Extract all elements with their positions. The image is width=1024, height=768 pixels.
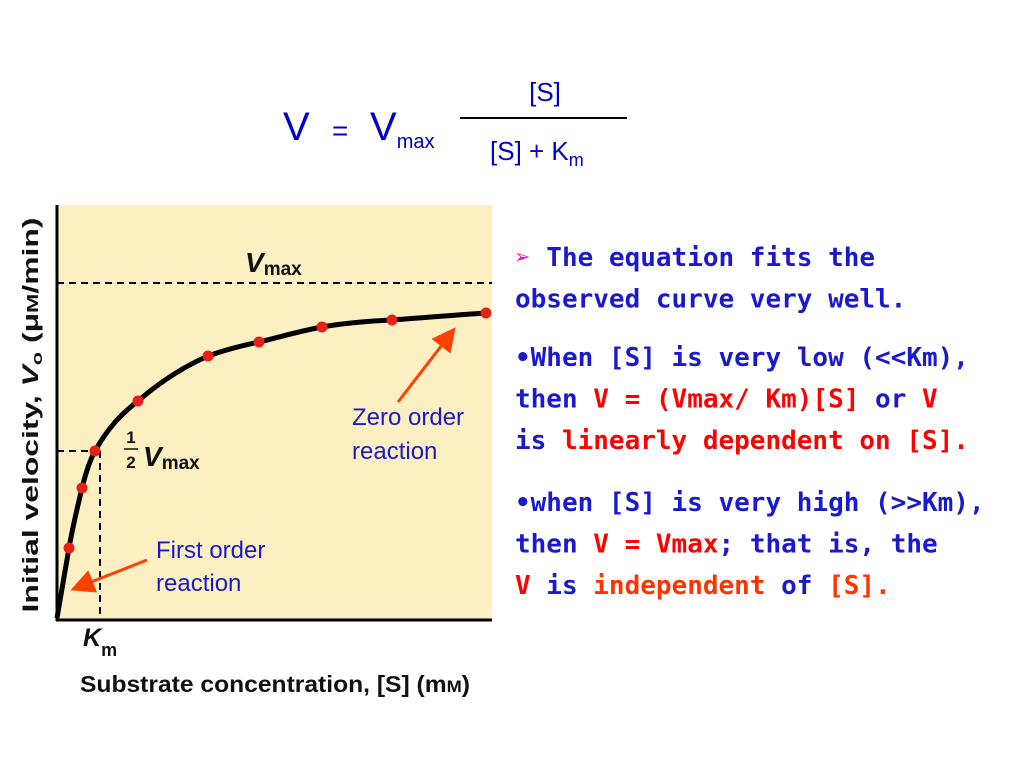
text-segment: V [515, 571, 531, 601]
arrow [70, 558, 148, 593]
y-label-part: (μ [18, 313, 43, 352]
point [316, 321, 328, 333]
text-segment: ; that is, the [719, 530, 938, 560]
text-segment: then [515, 385, 593, 415]
arrow [396, 327, 456, 403]
eq-denominator: [S] + Km [490, 136, 584, 170]
y-label-part: M [25, 294, 42, 313]
half-vmax-base: V [143, 441, 164, 472]
text-segment: independent [593, 571, 765, 601]
bullet-line: •when [S] is very high (>>Km), [515, 488, 985, 518]
half-den: 2 [126, 453, 135, 472]
eq-denominator-sub: m [569, 150, 584, 170]
y-label-part: V [18, 362, 43, 387]
eq-equals: = [332, 115, 348, 146]
x-label-part: Substrate concentration, [S] (m [80, 671, 447, 697]
text-segment: [S]. [828, 571, 891, 601]
text-segment: V [922, 385, 938, 415]
text-segment: •when [S] is very high (>>Km), [515, 488, 985, 518]
curve [54, 310, 487, 619]
eq-lhs: V [283, 105, 310, 149]
y-label-part: /min) [18, 218, 43, 294]
half-vmax-label: Vmax [143, 441, 200, 474]
point [386, 314, 398, 326]
bullet-line: is linearly dependent on [S]. [515, 426, 969, 456]
y-axis-label: Initial velocity, Vo (μM/min) [18, 218, 46, 613]
vmax-base: V [245, 247, 266, 278]
km-sub: m [101, 640, 117, 660]
eq-vmax-sub: max [397, 131, 435, 153]
bullet-line: then V = Vmax; that is, the [515, 530, 938, 560]
km-label: Km [83, 624, 117, 660]
first-order-2: reaction [156, 570, 241, 597]
point [132, 395, 144, 407]
bullet-line: then V = (Vmax/ Km)[S] or V [515, 385, 938, 415]
half-num: 1 [126, 428, 135, 447]
x-label-part: M [447, 677, 462, 696]
point [202, 350, 214, 362]
x-axis-label: Substrate concentration, [S] (m M) [80, 671, 470, 697]
x-label-part: ) [462, 671, 470, 697]
text-segment: V = Vmax [593, 530, 718, 560]
bullet-line: •When [S] is very low (<<Km), [515, 343, 969, 373]
eq-numerator: [S] [529, 77, 561, 107]
eq-vmax: Vmax [370, 105, 434, 153]
zero-order-1: Zero order [352, 404, 464, 431]
text-segment: is [515, 426, 562, 456]
text-segment: or [859, 385, 922, 415]
eq-vmax-base: V [370, 105, 397, 149]
km-base: K [83, 624, 103, 652]
text-segment: V = (Vmax/ Km)[S] [593, 385, 859, 415]
text-segment: of [765, 571, 828, 601]
bullet-line: observed curve very well. [515, 285, 906, 315]
y-label-part: Initial velocity, [18, 386, 43, 612]
point [89, 445, 101, 457]
point [63, 542, 75, 554]
eq-denominator-base: [S] + K [490, 136, 569, 166]
point [480, 307, 492, 319]
point [76, 482, 88, 494]
vmax-label: Vmax [245, 247, 302, 280]
bullet-line: ➢ The equation fits the [515, 243, 875, 273]
half-vmax-sub: max [162, 453, 200, 474]
y-label-part: o [29, 352, 46, 365]
plot-area [57, 205, 492, 620]
first-order-1: First order [156, 537, 265, 564]
text-segment: The equation fits the [531, 243, 875, 273]
text-segment: is [531, 571, 594, 601]
vmax-sub: max [264, 259, 302, 280]
text-segment: •When [S] is very low (<<Km), [515, 343, 969, 373]
text-segment: linearly dependent on [S]. [562, 426, 969, 456]
text-segment: then [515, 530, 593, 560]
bullet-line: V is independent of [S]. [515, 571, 891, 601]
point [253, 336, 265, 348]
text-segment: ➢ [515, 243, 531, 273]
zero-order-2: reaction [352, 438, 437, 465]
bullets: ➢ The equation fits the observed curve ve… [515, 243, 985, 601]
text-segment: observed curve very well. [515, 285, 906, 315]
curve-points [63, 307, 492, 554]
